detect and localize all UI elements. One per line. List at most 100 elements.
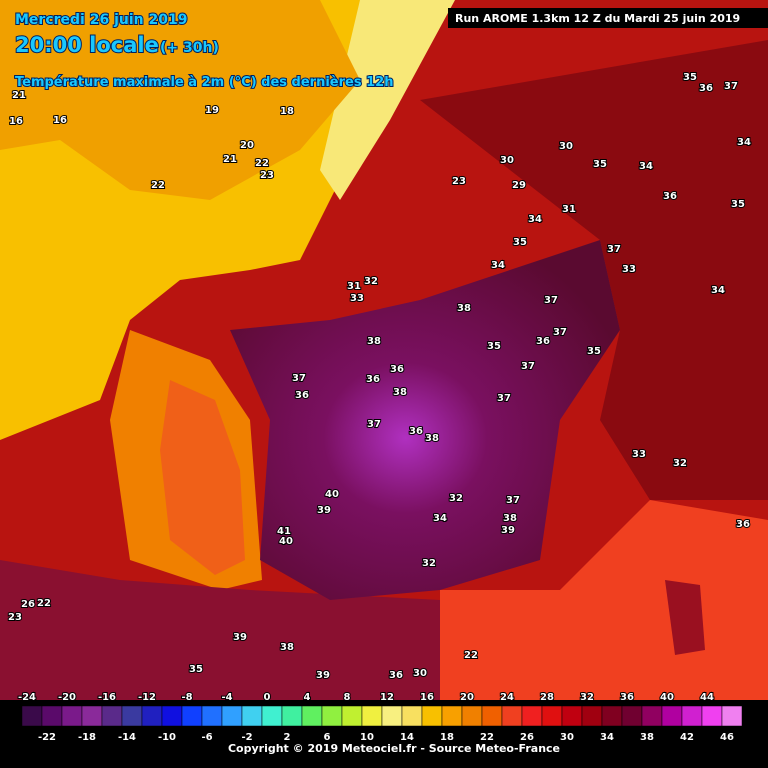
time: 20:00 locale bbox=[15, 33, 159, 57]
temperature-label: 39 bbox=[317, 505, 331, 516]
scale-label: 6 bbox=[324, 732, 331, 743]
run-info: Run AROME 1.3km 12 Z du Mardi 25 juin 20… bbox=[455, 12, 740, 25]
temperature-label: 33 bbox=[632, 449, 646, 460]
scale-label: 32 bbox=[580, 692, 594, 703]
scale-label: 2 bbox=[284, 732, 291, 743]
scale-swatch bbox=[161, 705, 183, 727]
temperature-label: 21 bbox=[12, 90, 26, 101]
scale-label: 30 bbox=[560, 732, 574, 743]
temperature-label: 37 bbox=[506, 495, 520, 506]
temperature-label: 36 bbox=[663, 191, 677, 202]
temperature-label: 35 bbox=[683, 72, 697, 83]
title: Température maximale à 2m (°C) des derni… bbox=[15, 75, 393, 90]
scale-label: 26 bbox=[520, 732, 534, 743]
scale-swatch bbox=[621, 705, 643, 727]
scale-swatch bbox=[21, 705, 43, 727]
scale-swatch bbox=[661, 705, 683, 727]
scale-label: 20 bbox=[460, 692, 474, 703]
temperature-label: 20 bbox=[240, 140, 254, 151]
scale-swatch bbox=[601, 705, 623, 727]
scale-swatch bbox=[481, 705, 503, 727]
scale-label: 46 bbox=[720, 732, 734, 743]
northeast-region bbox=[420, 40, 768, 500]
temperature-label: 33 bbox=[622, 264, 636, 275]
temperature-label: 35 bbox=[189, 664, 203, 675]
run-box bbox=[448, 8, 768, 28]
scale-swatch bbox=[201, 705, 223, 727]
temperature-label: 39 bbox=[233, 632, 247, 643]
scale-label: 10 bbox=[360, 732, 374, 743]
temperature-label: 35 bbox=[513, 237, 527, 248]
temperature-label: 36 bbox=[366, 374, 380, 385]
scale-label: 36 bbox=[620, 692, 634, 703]
temperature-label: 21 bbox=[223, 154, 237, 165]
temperature-label: 22 bbox=[464, 650, 478, 661]
temperature-label: 35 bbox=[487, 341, 501, 352]
scale-label: 42 bbox=[680, 732, 694, 743]
temperature-label: 38 bbox=[280, 642, 294, 653]
scale-swatch bbox=[41, 705, 63, 727]
temperature-label: 40 bbox=[325, 489, 339, 500]
scale-label: 12 bbox=[380, 692, 394, 703]
lead-time: (+ 30h) bbox=[160, 40, 219, 56]
channel bbox=[320, 0, 455, 200]
temperature-label: 34 bbox=[737, 137, 751, 148]
scale-swatch bbox=[461, 705, 483, 727]
temperature-label: 36 bbox=[736, 519, 750, 530]
temperature-label: 38 bbox=[425, 433, 439, 444]
scale-label: 4 bbox=[304, 692, 311, 703]
scale-label: -2 bbox=[241, 732, 252, 743]
temperature-label: 23 bbox=[452, 176, 466, 187]
temperature-label: 38 bbox=[503, 513, 517, 524]
scale-label: -24 bbox=[18, 692, 36, 703]
temperature-label: 39 bbox=[501, 525, 515, 536]
temperature-label: 30 bbox=[413, 668, 427, 679]
temperature-label: 23 bbox=[8, 612, 22, 623]
scale-label: -22 bbox=[38, 732, 56, 743]
scale-label: 34 bbox=[600, 732, 614, 743]
scale-label: 38 bbox=[640, 732, 654, 743]
scale-swatch bbox=[501, 705, 523, 727]
temperature-label: 37 bbox=[292, 373, 306, 384]
temperature-label: 22 bbox=[255, 158, 269, 169]
temperature-label: 35 bbox=[593, 159, 607, 170]
scale-label: 8 bbox=[344, 692, 351, 703]
scale-label: 24 bbox=[500, 692, 514, 703]
scale-swatch bbox=[361, 705, 383, 727]
scale-swatch bbox=[141, 705, 163, 727]
france bbox=[230, 240, 620, 600]
scale-label: 28 bbox=[540, 692, 554, 703]
temperature-label: 32 bbox=[673, 458, 687, 469]
scale-label: -10 bbox=[158, 732, 176, 743]
temperature-label: 37 bbox=[544, 295, 558, 306]
scale-swatch bbox=[541, 705, 563, 727]
scale-swatch bbox=[521, 705, 543, 727]
scale-label: -14 bbox=[118, 732, 136, 743]
scale-label: -20 bbox=[58, 692, 76, 703]
scale-label: -6 bbox=[201, 732, 212, 743]
temperature-label: 30 bbox=[500, 155, 514, 166]
scale-swatch bbox=[341, 705, 363, 727]
scale-swatch bbox=[101, 705, 123, 727]
temperature-label: 38 bbox=[367, 336, 381, 347]
scale-swatch bbox=[261, 705, 283, 727]
temperature-label: 35 bbox=[587, 346, 601, 357]
scale-swatch bbox=[441, 705, 463, 727]
temperature-label: 37 bbox=[724, 81, 738, 92]
temperature-label: 19 bbox=[205, 105, 219, 116]
temperature-label: 37 bbox=[521, 361, 535, 372]
copyright: Copyright © 2019 Meteociel.fr - Source M… bbox=[228, 742, 560, 755]
scale-label: 22 bbox=[480, 732, 494, 743]
temperature-label: 22 bbox=[37, 598, 51, 609]
temperature-label: 37 bbox=[553, 327, 567, 338]
scale-swatch bbox=[561, 705, 583, 727]
temperature-label: 36 bbox=[390, 364, 404, 375]
scale-swatch bbox=[681, 705, 703, 727]
temperature-label: 18 bbox=[280, 106, 294, 117]
temperature-label: 37 bbox=[497, 393, 511, 404]
scale-label: -8 bbox=[181, 692, 192, 703]
scale-swatch bbox=[701, 705, 723, 727]
scale-swatch bbox=[61, 705, 83, 727]
temperature-label: 29 bbox=[512, 180, 526, 191]
